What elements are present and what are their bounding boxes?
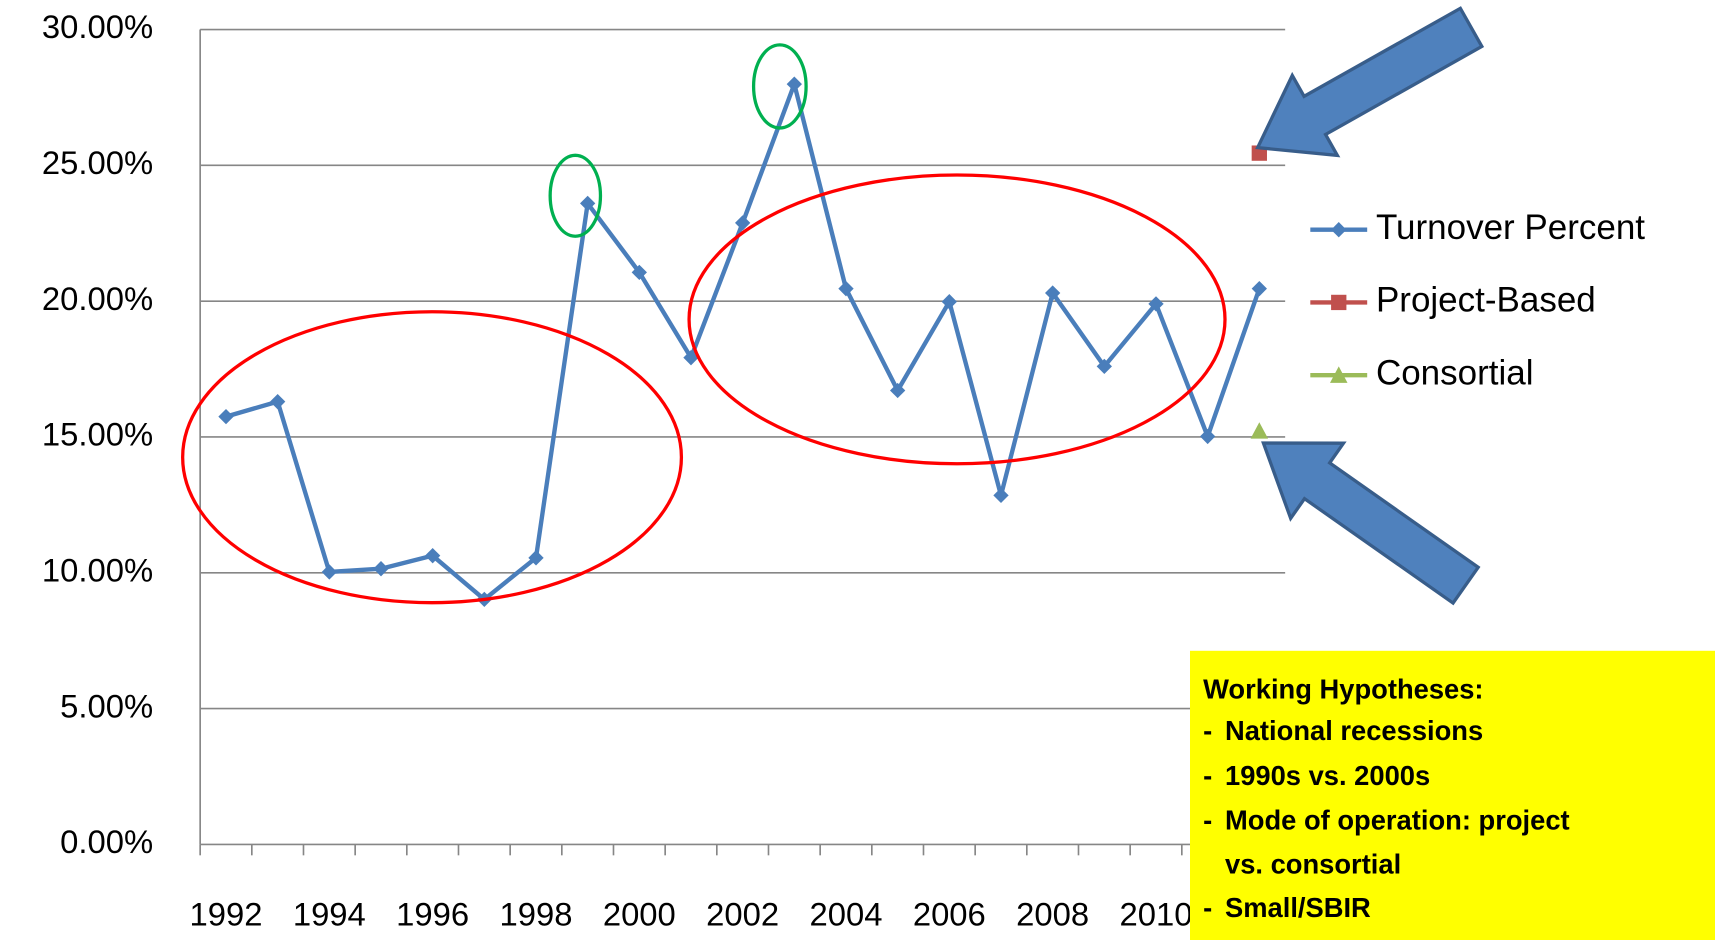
y-tick-label: 30.00%: [42, 8, 153, 45]
series-line: [225, 81, 1262, 602]
x-tick-label: 2004: [810, 895, 883, 932]
note-item: Mode of operation: project: [1225, 805, 1570, 836]
x-tick-label: 1994: [293, 895, 366, 932]
data-point: [735, 215, 751, 231]
data-point: [993, 487, 1009, 504]
y-tick-label: 0.00%: [60, 823, 153, 860]
legend-label: Project-Based: [1376, 281, 1596, 320]
data-point: [786, 76, 802, 92]
arrow: [1255, 6, 1485, 158]
x-tick-label: 1992: [190, 895, 263, 932]
note-title: Working Hypotheses:: [1203, 673, 1483, 704]
data-point: [631, 264, 647, 281]
data-point: [321, 564, 337, 580]
plot: 0.00% 5.00% 10.00% 15.00% 20.00% 25.00% 30.00%…: [42, 8, 1645, 932]
data-point: [1251, 281, 1267, 297]
data-point: [580, 195, 596, 212]
legend-label: Consortial: [1376, 353, 1534, 392]
data-point: [1096, 358, 1112, 375]
data-point: [890, 382, 906, 399]
note-bullet: -: [1203, 805, 1212, 836]
note-item: National recessions: [1225, 715, 1483, 746]
data-point: [838, 281, 854, 297]
data-point: [425, 548, 441, 564]
data-point: [373, 561, 389, 577]
data-point: [1148, 296, 1164, 312]
note-background: [1190, 650, 1715, 940]
y-tick-label: 25.00%: [42, 144, 153, 181]
peak-ellipse: [751, 43, 808, 130]
legend-marker: [1331, 294, 1347, 311]
legend-marker: [1330, 366, 1348, 383]
note-box: Working Hypotheses: - National recession…: [1190, 650, 1715, 940]
data-point: [218, 408, 234, 425]
data-point: [270, 394, 286, 410]
y-tick-label: 10.00%: [42, 551, 153, 588]
x-tick-label: 2008: [1016, 895, 1089, 932]
note-bullet: -: [1203, 760, 1212, 791]
legend-label: Turnover Percent: [1376, 208, 1645, 247]
peak-ellipse: [548, 153, 603, 238]
x-tick-label: 2000: [603, 895, 676, 932]
y-tick-label: 5.00%: [60, 687, 153, 724]
data-point: [1045, 285, 1061, 301]
x-tick-label: 1996: [396, 895, 469, 932]
x-tick-label: 2006: [913, 895, 986, 932]
note-item: vs. consortial: [1225, 848, 1401, 879]
note-bullet: -: [1203, 892, 1212, 923]
data-point: [1250, 422, 1269, 439]
y-tick-label: 15.00%: [42, 416, 153, 453]
highlight-ellipse: [181, 310, 684, 605]
data-point: [941, 294, 957, 310]
arrow: [1261, 441, 1481, 606]
x-tick-label: 1998: [500, 895, 573, 932]
legend-marker: [1331, 222, 1347, 238]
data-point: [683, 350, 699, 366]
x-tick-label: 2010: [1120, 895, 1193, 932]
data-point: [528, 550, 544, 566]
y-tick-label: 20.00%: [42, 280, 153, 317]
x-tick-label: 2002: [706, 895, 779, 932]
highlight-ellipse: [687, 173, 1227, 466]
note-item: 1990s vs. 2000s: [1225, 760, 1430, 791]
note-bullet: -: [1203, 715, 1212, 746]
note-item: Small/SBIR: [1225, 892, 1371, 923]
data-point: [1200, 428, 1216, 445]
